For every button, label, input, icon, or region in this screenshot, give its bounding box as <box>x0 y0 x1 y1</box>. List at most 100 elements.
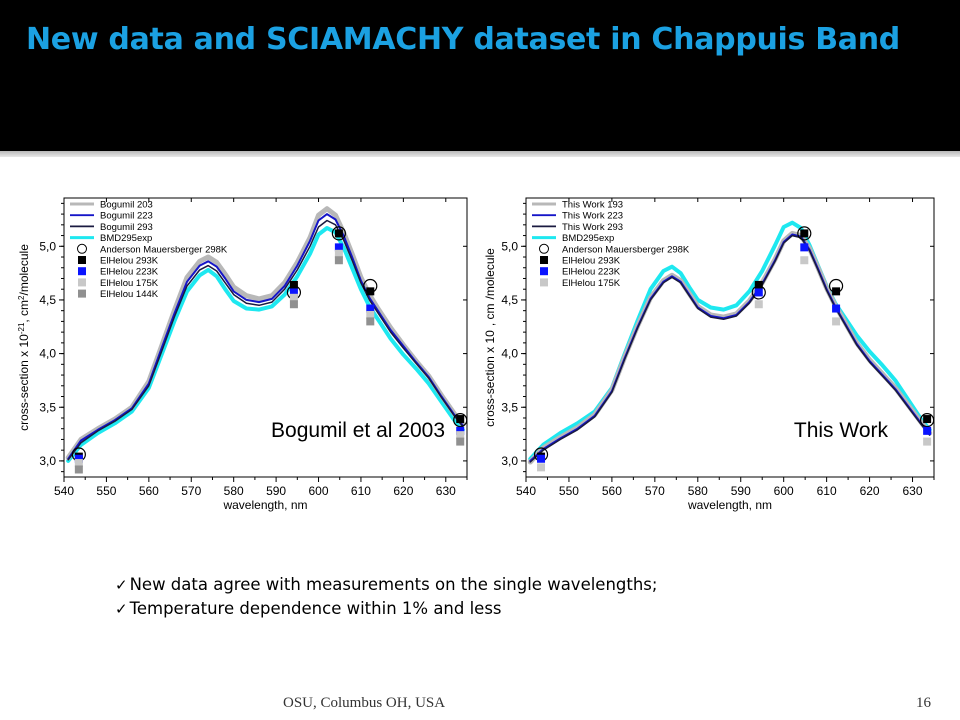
legend-label: ElHelou 293K <box>100 256 159 267</box>
data-point-circle <box>331 226 346 241</box>
data-point-square <box>832 304 841 313</box>
data-point-square <box>366 310 375 319</box>
legend-label: This Work 193 <box>562 200 623 211</box>
y-tick-label: 4,5 <box>501 293 518 307</box>
legend-label: Bogumil 293 <box>100 222 153 233</box>
x-tick-label: 630 <box>436 484 456 498</box>
y-axis-title-part: /molecule <box>17 244 31 296</box>
legend-label: ElHelou 223K <box>562 267 621 278</box>
data-point-square <box>832 287 841 296</box>
data-point-square <box>537 454 546 463</box>
data-point-square <box>537 463 546 472</box>
x-tick-label: 570 <box>645 484 665 498</box>
data-point-square <box>456 415 465 424</box>
x-tick-label: 550 <box>96 484 116 498</box>
legend-square <box>540 278 548 287</box>
y-axis-title-part: , cm <box>17 300 31 323</box>
y-axis-title: cross-section x 10-21, cm2/molecule <box>17 244 32 431</box>
data-point-square <box>366 304 375 313</box>
y-tick-label: 5,0 <box>39 239 56 253</box>
footer-location: OSU, Columbus OH, USA <box>283 695 446 711</box>
legend-label: Anderson Mauersberger 298K <box>100 244 228 255</box>
y-tick-label: 3,5 <box>39 400 56 414</box>
data-point-square <box>754 300 763 309</box>
y-tick-label: 4,0 <box>501 347 518 361</box>
y-tick-label: 4,0 <box>39 347 56 361</box>
header-divider <box>0 151 960 157</box>
x-tick-label: 540 <box>54 484 74 498</box>
y-tick-label: 3,0 <box>501 454 518 468</box>
x-axis-title: wavelength, nm <box>222 498 307 512</box>
data-point-square <box>334 229 343 238</box>
data-point-square <box>74 459 83 468</box>
data-point-square <box>923 415 932 424</box>
x-tick-label: 630 <box>903 484 923 498</box>
x-tick-label: 590 <box>266 484 286 498</box>
data-point-circle <box>453 413 468 428</box>
data-point-square <box>456 437 465 446</box>
data-point-square <box>800 256 809 265</box>
legend-label: BMD295exp <box>100 233 152 244</box>
legend-square <box>78 289 86 298</box>
data-point-square <box>923 426 932 435</box>
legend-circle <box>77 243 87 254</box>
legend-square <box>78 278 86 287</box>
data-point-square <box>366 317 375 326</box>
bullet-item: ✓ Temperature dependence within 1% and le… <box>115 597 657 621</box>
x-tick-label: 610 <box>351 484 371 498</box>
data-point-circle <box>797 226 812 241</box>
legend-square <box>540 256 548 264</box>
legend-label: ElHelou 175K <box>100 278 159 289</box>
slide-number: 16 <box>916 695 931 711</box>
bullet-text: Temperature dependence within 1% and les… <box>129 599 502 618</box>
series-line <box>67 213 464 460</box>
x-tick-label: 560 <box>139 484 159 498</box>
series-line <box>67 219 464 461</box>
legend-square <box>78 256 86 264</box>
y-tick-label: 3,0 <box>39 454 56 468</box>
data-point-square <box>754 288 763 297</box>
data-point-square <box>366 287 375 296</box>
chart-annotation: This Work <box>794 419 889 442</box>
data-point-square <box>923 437 932 446</box>
y-axis-title-part: cross-section x 10 <box>483 330 497 427</box>
bullet-text: New data agree with measurements on the … <box>129 575 658 594</box>
x-axis-title: wavelength, nm <box>687 498 772 512</box>
y-tick-label: 4,5 <box>39 293 56 307</box>
data-point-square <box>74 465 83 474</box>
checkmark-icon: ✓ <box>115 576 128 594</box>
chart-this-work: 540 550 560 570 580 590 600 610 620 630 3,0 3,5 4,0 4… <box>483 197 935 512</box>
x-tick-label: 580 <box>224 484 244 498</box>
chart-bogumil: 540 550 560 570 580 590 600 610 620 630 3,0 3,5 4,0 4… <box>17 197 468 512</box>
legend-label: Anderson Mauersberger 298K <box>562 244 690 255</box>
data-point-square <box>754 280 763 289</box>
data-point-square <box>289 293 298 302</box>
legend-square <box>540 267 548 276</box>
x-tick-label: 540 <box>516 484 536 498</box>
legend-label: This Work 223 <box>562 211 623 222</box>
plot-frame <box>525 197 935 478</box>
x-tick-label: 600 <box>309 484 329 498</box>
data-point-square <box>334 256 343 265</box>
plot-frame <box>63 197 468 478</box>
x-tick-label: 580 <box>688 484 708 498</box>
legend-label: ElHelou 175K <box>562 278 621 289</box>
bullet-list: ✓ New data agree with measurements on the… <box>115 573 657 621</box>
legend-label: Bogumil 223 <box>100 211 153 222</box>
legend-label: This Work 293 <box>562 222 623 233</box>
data-point-square <box>334 249 343 258</box>
y-tick-label: 5,0 <box>501 239 518 253</box>
legend-label: ElHelou 144K <box>100 289 159 300</box>
x-tick-label: 620 <box>860 484 880 498</box>
slide-title: New data and SCIAMACHY dataset in Chappu… <box>26 22 900 57</box>
bullet-item: ✓ New data agree with measurements on the… <box>115 573 657 597</box>
data-point-square <box>289 280 298 289</box>
x-tick-label: 560 <box>602 484 622 498</box>
data-point-square <box>456 431 465 440</box>
legend-circle <box>539 243 549 254</box>
data-point-circle <box>920 413 935 428</box>
data-point-square <box>289 288 298 297</box>
y-axis-title-exponent: 2 <box>17 295 26 300</box>
data-point-square <box>832 317 841 326</box>
legend-square <box>78 267 86 276</box>
